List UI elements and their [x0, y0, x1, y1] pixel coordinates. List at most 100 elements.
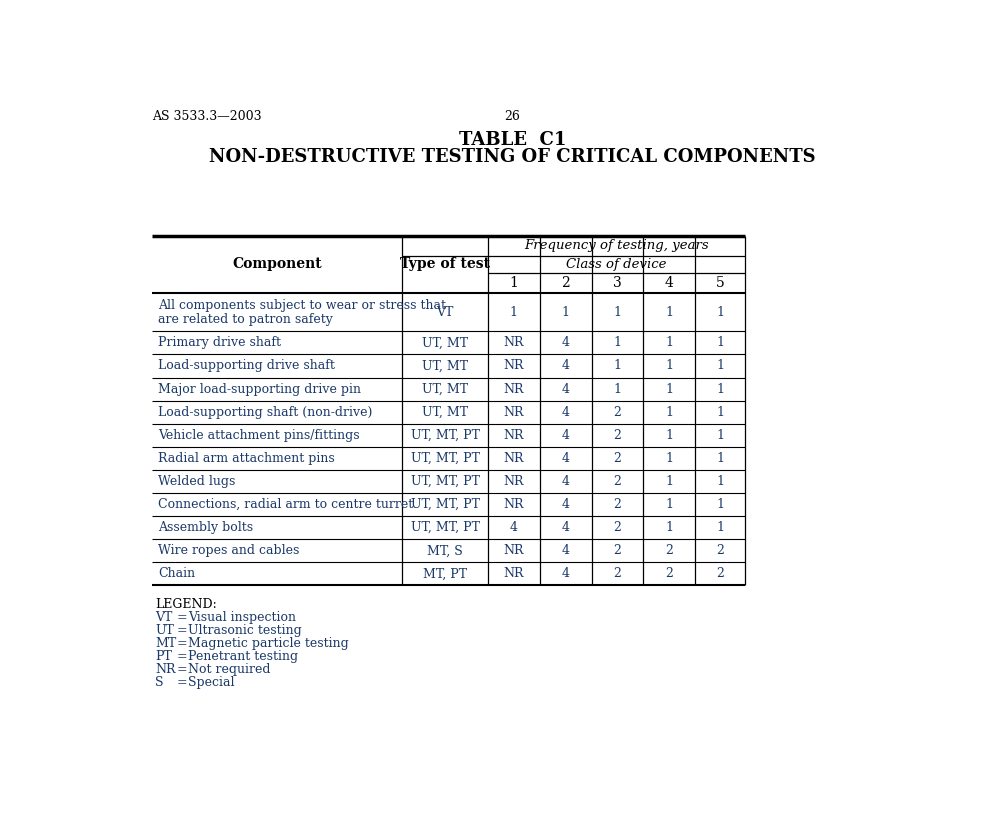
- Text: MT, PT: MT, PT: [423, 568, 467, 580]
- Text: 1: 1: [665, 429, 673, 441]
- Text: 2: 2: [614, 498, 621, 511]
- Text: Chain: Chain: [158, 568, 195, 580]
- Text: 1: 1: [716, 405, 724, 419]
- Text: UT, MT: UT, MT: [422, 336, 468, 349]
- Text: 2: 2: [561, 276, 570, 290]
- Text: 4: 4: [562, 405, 570, 419]
- Text: 1: 1: [716, 475, 724, 488]
- Text: 4: 4: [665, 276, 674, 290]
- Text: UT, MT, PT: UT, MT, PT: [411, 498, 480, 511]
- Text: Vehicle attachment pins/fittings: Vehicle attachment pins/fittings: [158, 429, 360, 441]
- Text: 4: 4: [562, 544, 570, 558]
- Text: 4: 4: [562, 475, 570, 488]
- Text: 1: 1: [509, 276, 518, 290]
- Text: 1: 1: [665, 475, 673, 488]
- Text: 1: 1: [614, 336, 622, 349]
- Text: TABLE  C1: TABLE C1: [459, 130, 566, 149]
- Text: UT, MT: UT, MT: [422, 405, 468, 419]
- Text: VT: VT: [436, 306, 454, 319]
- Text: Visual inspection: Visual inspection: [188, 611, 296, 624]
- Text: 1: 1: [665, 452, 673, 465]
- Text: All components subject to wear or stress that: All components subject to wear or stress…: [158, 298, 446, 312]
- Text: 2: 2: [716, 568, 724, 580]
- Text: NR: NR: [503, 544, 524, 558]
- Text: LEGEND:: LEGEND:: [155, 598, 217, 611]
- Text: Magnetic particle testing: Magnetic particle testing: [188, 637, 349, 650]
- Text: 2: 2: [614, 405, 621, 419]
- Text: NR: NR: [503, 359, 524, 373]
- Text: Primary drive shaft: Primary drive shaft: [158, 336, 281, 349]
- Text: 2: 2: [666, 568, 673, 580]
- Text: 26: 26: [505, 110, 520, 123]
- Text: 1: 1: [665, 359, 673, 373]
- Text: 1: 1: [510, 306, 518, 319]
- Text: 2: 2: [614, 475, 621, 488]
- Text: UT, MT: UT, MT: [422, 383, 468, 395]
- Text: 3: 3: [613, 276, 622, 290]
- Text: 4: 4: [562, 429, 570, 441]
- Text: VT: VT: [155, 611, 173, 624]
- Text: Frequency of testing, years: Frequency of testing, years: [524, 239, 709, 252]
- Text: NR: NR: [503, 336, 524, 349]
- Text: UT, MT, PT: UT, MT, PT: [411, 429, 480, 441]
- Text: 2: 2: [614, 568, 621, 580]
- Text: 1: 1: [716, 521, 724, 534]
- Text: 4: 4: [562, 336, 570, 349]
- Text: 2: 2: [614, 544, 621, 558]
- Text: =: =: [177, 650, 188, 663]
- Text: 1: 1: [665, 383, 673, 395]
- Text: 2: 2: [614, 452, 621, 465]
- Text: =: =: [177, 676, 188, 689]
- Text: Wire ropes and cables: Wire ropes and cables: [158, 544, 300, 558]
- Text: 1: 1: [665, 336, 673, 349]
- Text: PT: PT: [155, 650, 172, 663]
- Text: 1: 1: [665, 521, 673, 534]
- Text: UT, MT: UT, MT: [422, 359, 468, 373]
- Text: Load-supporting shaft (non-drive): Load-supporting shaft (non-drive): [158, 405, 373, 419]
- Text: 4: 4: [562, 521, 570, 534]
- Text: 2: 2: [666, 544, 673, 558]
- Text: 1: 1: [716, 452, 724, 465]
- Text: 1: 1: [716, 383, 724, 395]
- Text: 1: 1: [665, 306, 673, 319]
- Text: 4: 4: [562, 568, 570, 580]
- Text: 1: 1: [716, 359, 724, 373]
- Text: 2: 2: [716, 544, 724, 558]
- Text: NR: NR: [503, 452, 524, 465]
- Text: NR: NR: [503, 475, 524, 488]
- Text: Type of test: Type of test: [400, 257, 490, 272]
- Text: 1: 1: [716, 336, 724, 349]
- Text: Not required: Not required: [188, 663, 270, 676]
- Text: Penetrant testing: Penetrant testing: [188, 650, 298, 663]
- Text: Load-supporting drive shaft: Load-supporting drive shaft: [158, 359, 335, 373]
- Text: 1: 1: [562, 306, 570, 319]
- Text: 1: 1: [614, 306, 622, 319]
- Text: MT, S: MT, S: [427, 544, 463, 558]
- Text: MT: MT: [155, 637, 176, 650]
- Text: Class of device: Class of device: [566, 257, 667, 271]
- Text: 1: 1: [716, 306, 724, 319]
- Text: NR: NR: [503, 498, 524, 511]
- Text: NR: NR: [503, 429, 524, 441]
- Text: 2: 2: [614, 429, 621, 441]
- Text: =: =: [177, 624, 188, 637]
- Text: NR: NR: [503, 568, 524, 580]
- Text: =: =: [177, 663, 188, 676]
- Text: Ultrasonic testing: Ultrasonic testing: [188, 624, 302, 637]
- Text: NON-DESTRUCTIVE TESTING OF CRITICAL COMPONENTS: NON-DESTRUCTIVE TESTING OF CRITICAL COMP…: [209, 148, 816, 166]
- Text: 4: 4: [562, 452, 570, 465]
- Text: 1: 1: [716, 429, 724, 441]
- Text: UT: UT: [155, 624, 174, 637]
- Text: are related to patron safety: are related to patron safety: [158, 313, 333, 325]
- Text: Assembly bolts: Assembly bolts: [158, 521, 253, 534]
- Text: Welded lugs: Welded lugs: [158, 475, 236, 488]
- Text: =: =: [177, 611, 188, 624]
- Text: 1: 1: [665, 498, 673, 511]
- Text: NR: NR: [503, 383, 524, 395]
- Text: Component: Component: [232, 257, 322, 272]
- Text: NR: NR: [155, 663, 176, 676]
- Text: 1: 1: [614, 359, 622, 373]
- Text: =: =: [177, 637, 188, 650]
- Text: 1: 1: [614, 383, 622, 395]
- Text: Radial arm attachment pins: Radial arm attachment pins: [158, 452, 335, 465]
